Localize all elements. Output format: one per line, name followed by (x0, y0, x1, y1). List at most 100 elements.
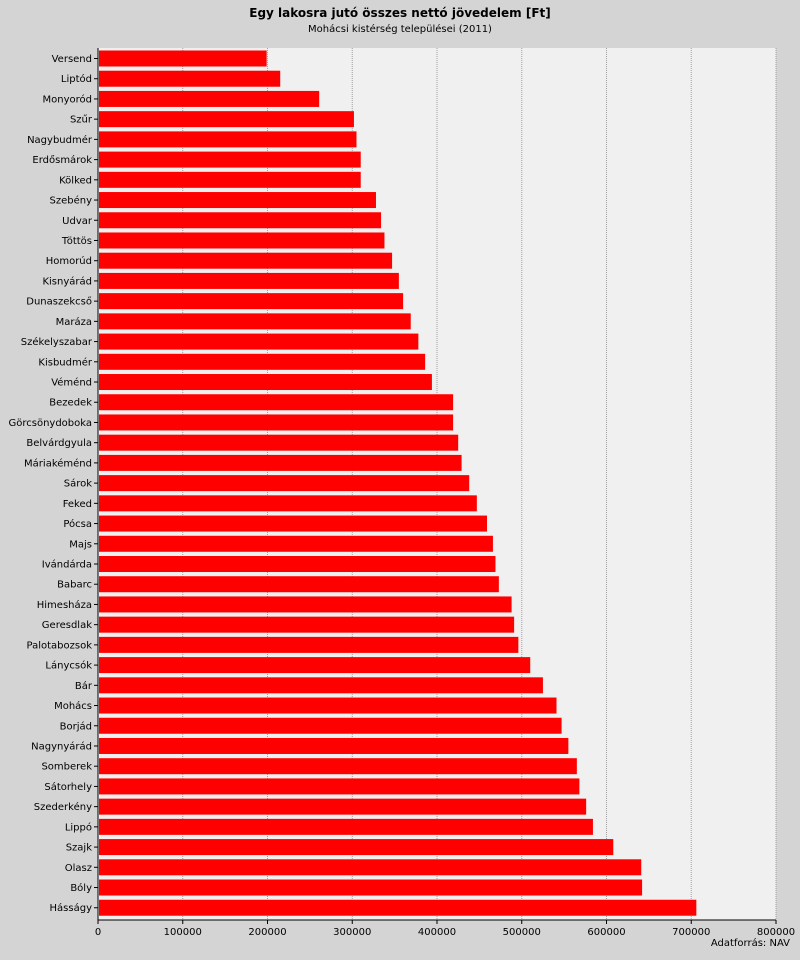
category-label: Szajk (66, 843, 93, 854)
category-label: Székelyszabar (21, 336, 93, 348)
category-label: Borjád (60, 720, 92, 732)
bar (99, 151, 361, 168)
bar (99, 353, 426, 370)
category-label: Olasz (65, 863, 92, 874)
category-label: Nagybudmér (27, 134, 93, 146)
category-label: Geresdlak (42, 620, 92, 631)
bar (99, 50, 267, 67)
bar (99, 212, 382, 229)
category-label: Bár (75, 680, 93, 692)
category-label: Szűr (70, 114, 93, 126)
category-label: Himesháza (37, 599, 92, 611)
x-tick-label: 400000 (418, 927, 456, 938)
category-label: Lánycsók (45, 660, 92, 672)
category-label: Szederkény (34, 801, 92, 813)
bar (99, 758, 577, 775)
bar (99, 171, 361, 188)
category-label: Babarc (57, 580, 92, 591)
category-label: Mohács (54, 700, 92, 712)
bar (99, 495, 477, 512)
category-label: Palotabozsok (27, 640, 93, 651)
bar (99, 293, 404, 310)
bar (99, 737, 569, 754)
bar (99, 798, 587, 815)
bar (99, 677, 543, 694)
bar (99, 131, 357, 148)
bar (99, 414, 454, 431)
category-label: Bezedek (49, 398, 92, 409)
bar (99, 434, 459, 451)
bar (99, 454, 462, 471)
x-tick-label: 700000 (672, 927, 710, 938)
category-label: Sárok (64, 478, 92, 490)
bar (99, 778, 580, 795)
bar (99, 70, 281, 87)
x-tick-label: 500000 (503, 927, 541, 938)
category-labels: Versend Liptód Monyoród Szűr Nagybudmér Erdős… (8, 54, 98, 914)
category-label: Liptód (61, 73, 92, 85)
category-label: Kisnyárád (42, 275, 92, 287)
x-tick-label: 200000 (248, 927, 286, 938)
bar (99, 859, 642, 876)
category-label: Homorúd (46, 255, 92, 267)
category-label: Véménd (51, 377, 92, 389)
bar (99, 90, 320, 107)
bar (99, 535, 493, 552)
bar (99, 232, 385, 249)
category-label: Erdősmárok (32, 154, 92, 166)
bar (99, 697, 557, 714)
bar (99, 313, 411, 330)
x-tick-label: 300000 (333, 927, 371, 938)
bar (99, 717, 562, 734)
category-label: Kisbudmér (38, 356, 92, 368)
bar (99, 111, 354, 128)
category-label: Szebény (49, 195, 92, 207)
data-source-note: Adatforrás: NAV (710, 938, 790, 949)
category-label: Maráza (56, 316, 92, 328)
bar (99, 616, 515, 633)
category-label: Ivándárda (42, 559, 92, 571)
category-label: Majs (69, 539, 92, 550)
x-tick-label: 0 (95, 927, 101, 938)
chart-subtitle: Mohácsi kistérség települései (2011) (308, 24, 492, 35)
category-label: Görcsönydoboka (8, 418, 92, 429)
bar (99, 515, 488, 532)
category-label: Versend (52, 54, 92, 65)
bar (99, 475, 470, 492)
x-tick-label: 600000 (587, 927, 625, 938)
bar (99, 879, 643, 896)
category-label: Belvárdgyula (26, 437, 92, 449)
bar (99, 818, 593, 835)
category-label: Kölked (59, 175, 92, 186)
bar (99, 556, 496, 572)
bar (99, 576, 499, 593)
bars-group (99, 50, 697, 916)
bar (99, 636, 519, 653)
x-tick-label: 800000 (757, 927, 795, 938)
bar (99, 394, 454, 411)
x-axis-ticks: 0 100000 200000 300000 400000 500000 600000 700… (95, 920, 795, 938)
bar (99, 899, 697, 916)
x-tick-label: 100000 (164, 927, 202, 938)
category-label: Somberek (41, 762, 92, 773)
category-label: Hásságy (50, 902, 93, 914)
bar (99, 657, 531, 674)
bar (99, 252, 393, 269)
bar (99, 839, 614, 856)
category-label: Nagynyárád (31, 740, 92, 752)
bar (99, 333, 419, 350)
category-label: Töttös (61, 236, 92, 247)
category-label: Sátorhely (44, 781, 92, 793)
category-label: Bóly (70, 882, 92, 894)
category-label: Lippó (65, 821, 92, 833)
category-label: Monyoród (43, 93, 92, 105)
bar (99, 272, 399, 289)
category-label: Udvar (62, 216, 93, 227)
bar (99, 374, 432, 391)
category-label: Dunaszekcső (26, 296, 92, 308)
bar (99, 192, 376, 209)
category-label: Pócsa (63, 518, 92, 530)
bar (99, 596, 512, 613)
category-label: Máriakéménd (24, 457, 92, 469)
